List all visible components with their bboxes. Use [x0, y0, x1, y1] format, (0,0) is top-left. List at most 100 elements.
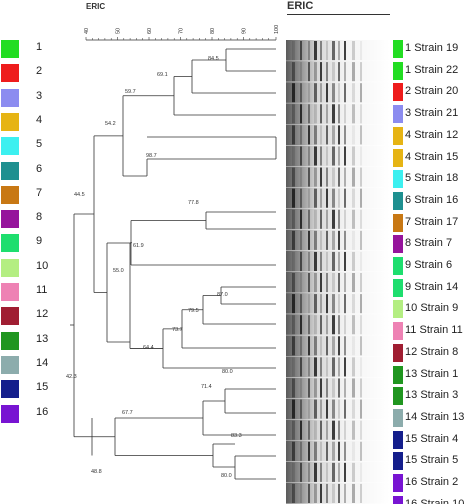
strain-type-swatch	[393, 408, 403, 427]
gel-band	[344, 104, 346, 124]
gel-band	[300, 230, 302, 250]
gel-band	[332, 294, 335, 314]
scale-tick-50: 50	[116, 28, 122, 34]
strain-row: 12 Strain 8	[393, 343, 474, 362]
strain-type: 12	[405, 345, 418, 358]
strain-label: 9 Strain 14	[405, 281, 458, 293]
gel-band	[332, 83, 335, 103]
gel-fingerprint-image	[286, 40, 390, 504]
node-value: 69.1	[157, 72, 168, 78]
strain-name: Strain 9	[420, 302, 459, 315]
gel-band	[360, 378, 362, 398]
gel-band	[292, 41, 295, 61]
gel-band	[360, 441, 362, 461]
gel-band	[352, 83, 355, 103]
strain-row: 13 Strain 1	[393, 365, 474, 384]
gel-band	[292, 294, 295, 314]
strain-type: 8	[405, 237, 412, 250]
strain-label: 13 Strain 1	[405, 368, 458, 380]
gel-band	[308, 104, 310, 124]
strain-name: Strain 10	[420, 497, 465, 504]
gel-band	[326, 294, 328, 314]
strain-type-swatch	[393, 126, 403, 145]
strain-name: Strain 12	[414, 128, 459, 141]
gel-band	[344, 125, 346, 145]
gel-band	[352, 62, 355, 82]
strain-name: Strain 19	[414, 42, 459, 54]
gel-band	[344, 420, 346, 440]
gel-band	[326, 62, 328, 82]
gel-band	[314, 483, 317, 503]
legend-swatch	[1, 331, 19, 350]
gel-band	[320, 104, 322, 124]
strain-row: 14 Strain 13	[393, 408, 474, 427]
gel-band	[332, 125, 335, 145]
gel-lane	[286, 103, 390, 125]
gel-band	[320, 378, 322, 398]
node-value: 67.7	[122, 410, 133, 416]
gel-band	[352, 294, 355, 314]
gel-band	[360, 420, 362, 440]
strain-row: 7 Strain 17	[393, 213, 474, 232]
gel-band	[360, 336, 362, 356]
gel-band	[332, 441, 335, 461]
legend-item: 16	[0, 404, 70, 423]
strain-label: 15 Strain 4	[405, 433, 458, 445]
strain-type: 7	[405, 215, 412, 228]
gel-title-underline	[287, 14, 390, 15]
legend-swatch	[1, 161, 19, 180]
gel-band	[292, 399, 295, 419]
gel-band	[320, 399, 322, 419]
node-value: 73.7	[172, 327, 183, 333]
strain-name: Strain 2	[420, 476, 459, 488]
gel-band	[308, 273, 310, 293]
gel-band	[344, 357, 346, 377]
gel-band	[326, 41, 328, 61]
strain-name: Strain 1	[420, 367, 459, 380]
gel-band	[326, 125, 328, 145]
strain-type-swatch	[393, 387, 403, 406]
gel-band	[352, 209, 355, 229]
strain-type: 15	[405, 454, 418, 467]
strain-type: 13	[405, 367, 418, 380]
gel-band	[320, 357, 322, 377]
legend-label: 1	[36, 41, 43, 53]
gel-lane	[286, 145, 390, 167]
gel-band	[352, 167, 355, 187]
strain-type-swatch	[393, 235, 403, 254]
gel-band	[352, 336, 355, 356]
gel-band	[314, 462, 317, 482]
gel-band	[314, 104, 317, 124]
strain-type: 16	[405, 476, 418, 488]
gel-lane	[286, 208, 390, 230]
gel-band	[308, 62, 310, 82]
strain-row: 4 Strain 15	[393, 148, 474, 167]
gel-band	[292, 315, 295, 335]
strain-label: 10 Strain 9	[405, 302, 458, 314]
strain-type: 15	[405, 432, 418, 445]
gel-band	[326, 167, 328, 187]
legend-label: 10	[36, 259, 49, 272]
gel-band	[300, 315, 302, 335]
legend-label: 9	[36, 235, 43, 248]
gel-band	[338, 378, 340, 398]
gel-lane	[286, 187, 390, 209]
gel-band	[300, 378, 302, 398]
legend-swatch	[1, 185, 19, 204]
dendrogram: 40 50 60 70 80 90 100	[66, 25, 280, 480]
legend-item: 8	[0, 210, 70, 229]
gel-band	[292, 188, 295, 208]
gel-band	[300, 62, 302, 82]
gel-band	[300, 188, 302, 208]
gel-band	[352, 378, 355, 398]
gel-band	[326, 378, 328, 398]
gel-band	[300, 125, 302, 145]
gel-band	[292, 273, 295, 293]
strain-type: 9	[405, 259, 412, 271]
gel-band	[314, 41, 317, 61]
legend-item: 10	[0, 258, 70, 277]
node-value: 48.8	[91, 469, 102, 475]
strain-row: 1 Strain 22	[393, 61, 474, 80]
gel-band	[300, 483, 302, 503]
gel-band	[332, 315, 335, 335]
